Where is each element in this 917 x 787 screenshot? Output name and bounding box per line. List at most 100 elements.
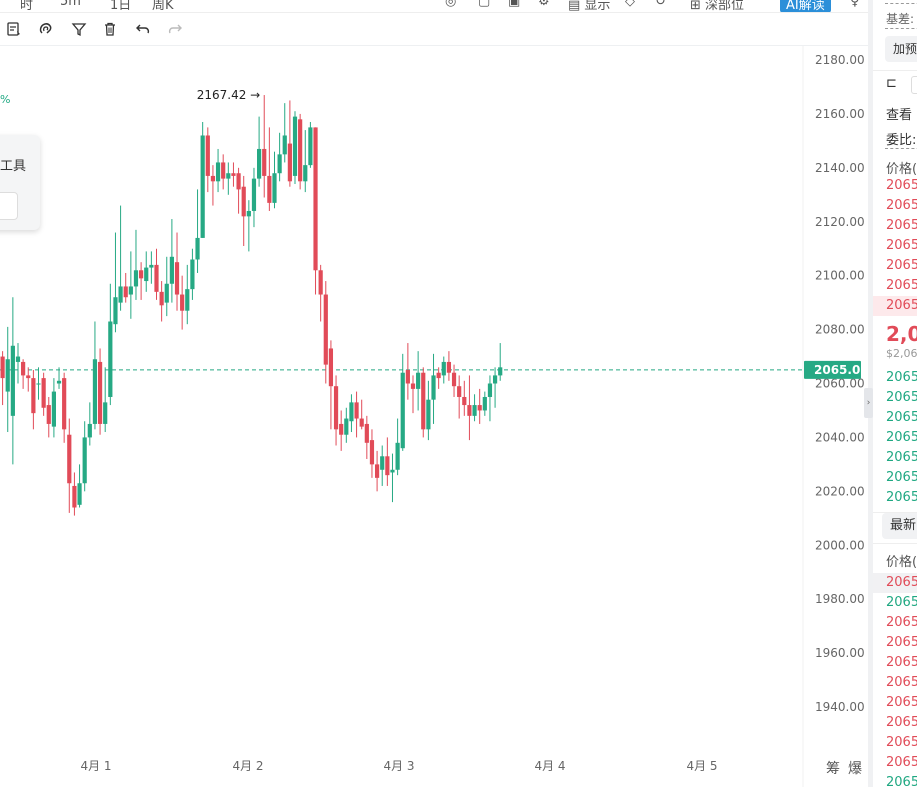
candle-body (380, 456, 385, 470)
trades-price-header: 价格( (886, 555, 917, 570)
candle-body (251, 178, 257, 211)
redo-icon[interactable] (164, 19, 186, 39)
bid-price[interactable]: 2065. (886, 490, 917, 505)
menu-fragment[interactable]: 周K (152, 0, 174, 13)
view-label[interactable]: 查看 (886, 108, 913, 123)
candle-body (26, 375, 31, 379)
candle-body (0, 356, 5, 379)
percent-label: % (0, 93, 11, 106)
menu-fragment[interactable]: 5m (60, 0, 81, 9)
candle-body (492, 375, 498, 384)
candle-body (215, 162, 221, 182)
trade-row: 2065. (886, 735, 917, 750)
menu-fragment[interactable]: 1日 (110, 0, 132, 13)
candle-body (180, 294, 185, 311)
candle-body (87, 423, 92, 438)
candle-body (262, 148, 267, 176)
candle-body (82, 437, 87, 484)
drawing-toolbar (0, 13, 868, 46)
candle-body (51, 391, 56, 427)
candle-body (41, 378, 46, 408)
candle-body (154, 264, 159, 292)
candle-body (200, 135, 205, 238)
menu-icon[interactable]: ◇ (625, 0, 635, 9)
candle-body (159, 291, 164, 306)
liquidation-button[interactable]: 爆 (848, 761, 870, 777)
ask-price[interactable]: 2065. (886, 178, 917, 193)
candle-body (67, 434, 72, 484)
collapse-panel-button[interactable]: › (864, 388, 873, 418)
candle-body (36, 383, 41, 385)
bid-price[interactable]: 2065. (886, 470, 917, 485)
candle-body (431, 375, 436, 400)
candle-body (118, 286, 123, 303)
chart-canvas[interactable]: 2180.00 2160.00 2140.00 2120.00 2100.00 2080.… (0, 46, 868, 787)
add-warning-button[interactable]: 加预 (885, 36, 917, 62)
candle-body (257, 148, 262, 179)
candle-body (277, 154, 282, 174)
y-tick-label: 2140.00 (815, 161, 865, 175)
magnet-icon[interactable] (35, 19, 57, 39)
bid-price[interactable]: 2065. (886, 390, 917, 405)
trade-row: 2065. (886, 615, 917, 630)
bid-price[interactable]: 2065. (886, 430, 917, 445)
candle-body (462, 396, 467, 406)
y-tick-label: 2100.00 (815, 269, 865, 283)
ask-price[interactable]: 2065. (886, 218, 917, 233)
candle-body (498, 367, 503, 376)
candle-body (318, 270, 323, 295)
menu-icon[interactable]: ⚙ (538, 0, 550, 9)
candle-body (241, 186, 246, 217)
undo-icon[interactable] (132, 19, 154, 39)
ask-price[interactable]: 2065. (886, 258, 917, 273)
candle-body (374, 464, 380, 478)
menu-fragment[interactable]: 时 (20, 0, 34, 13)
candle-body (205, 135, 210, 176)
max-price-annotation: 2167.42 → (197, 88, 261, 102)
ask-price[interactable]: 2065. (886, 238, 917, 253)
ask-price[interactable]: 2065. (886, 198, 917, 213)
candle-body (72, 485, 77, 508)
tool-popup[interactable]: 工具 (0, 135, 40, 230)
ask-price[interactable]: 2065. (886, 278, 917, 293)
ai-badge[interactable]: AI解读 (780, 0, 831, 12)
y-tick-label: 1980.00 (815, 592, 865, 606)
y-tick-label: 2160.00 (815, 107, 865, 121)
y-tick-label: 1940.00 (815, 700, 865, 714)
candle-body (333, 386, 339, 430)
divider (885, 148, 917, 149)
candle-body (313, 127, 318, 271)
candle-body (164, 283, 169, 303)
tool-popup-input[interactable] (0, 192, 18, 220)
bid-price[interactable]: 2065. (886, 450, 917, 465)
candle-body (149, 264, 154, 268)
settings-icon[interactable] (3, 19, 25, 39)
candle-body (267, 175, 272, 203)
candle-body (236, 173, 241, 190)
candlestick-chart[interactable]: 2180.00 2160.00 2140.00 2120.00 2100.00 2080.… (0, 46, 868, 787)
menu-icon[interactable]: ♀ (850, 0, 860, 9)
menu-fragment[interactable]: ⊞ 深部位 (690, 0, 745, 13)
orderbook-view-icon[interactable]: ⊏ (886, 76, 897, 91)
filter-icon[interactable] (68, 19, 90, 39)
x-tick-label: 4月 3 (383, 759, 414, 773)
trade-row: 2065. (886, 695, 917, 710)
trash-icon[interactable] (99, 19, 121, 39)
menu-fragment[interactable]: ▤ 显示 (568, 0, 611, 13)
menu-icon[interactable]: ◎ (445, 0, 457, 9)
bid-price[interactable]: 2065. (886, 410, 917, 425)
candle-body (272, 173, 277, 203)
menu-icon[interactable]: ▢ (478, 0, 491, 9)
chip-distribution-button[interactable]: 筹 (826, 761, 848, 777)
bid-price[interactable]: 2065. (886, 370, 917, 385)
candle-body (190, 259, 195, 290)
latest-trades-tab[interactable]: 最新 (882, 513, 917, 539)
candle-body (451, 372, 457, 387)
ask-price[interactable]: 2065. (886, 298, 917, 313)
menu-icon[interactable]: ↻ (655, 0, 666, 9)
menu-icon[interactable]: ▣ (508, 0, 521, 9)
candle-body (457, 386, 462, 397)
x-tick-label: 4月 5 (686, 759, 717, 773)
y-tick-label: 2040.00 (815, 430, 865, 444)
ask-highlight (873, 296, 917, 316)
